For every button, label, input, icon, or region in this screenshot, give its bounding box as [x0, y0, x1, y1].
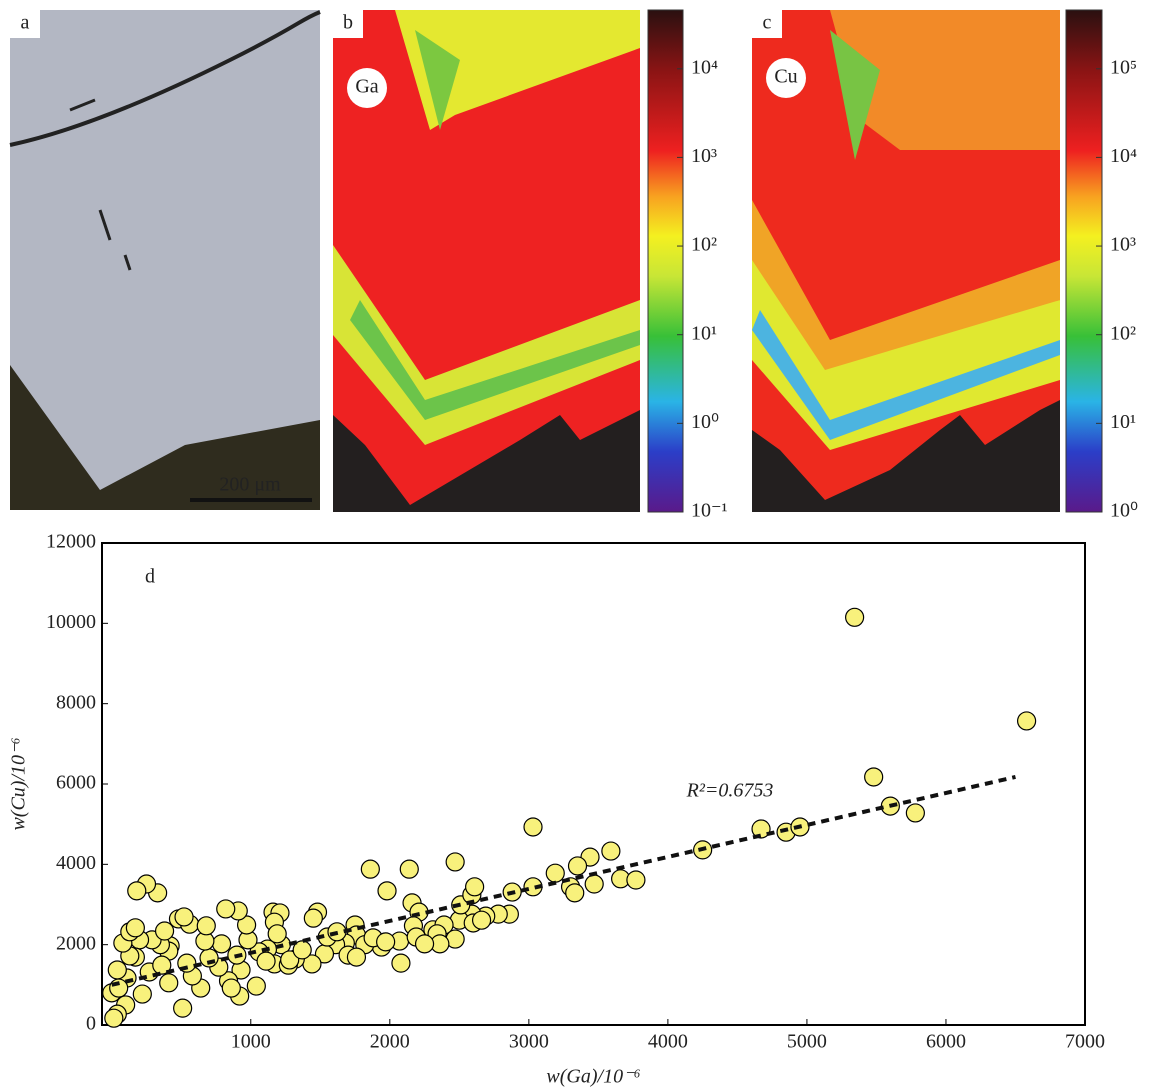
data-point: [127, 881, 147, 901]
data-point: [152, 955, 172, 975]
panel-label: c: [763, 12, 772, 34]
data-point: [107, 960, 127, 980]
x-axis-label: w(Ga)/10⁻⁶: [546, 1066, 640, 1088]
x-tick-label: 5000: [787, 1031, 827, 1053]
x-tick-label: 4000: [648, 1031, 688, 1053]
panel-label: b: [343, 12, 353, 34]
map-panel: b Ga: [333, 9, 684, 513]
colorbar-tick-label: 10¹: [1110, 411, 1136, 433]
colorbar-tick-label: 10⁴: [691, 56, 718, 78]
colorbar-tick-label: 10⁰: [691, 411, 719, 433]
scale-bar-label: 200 μm: [219, 474, 281, 496]
data-point: [377, 881, 397, 901]
data-point: [211, 934, 232, 954]
y-tick-label: 4000: [56, 852, 96, 874]
colorbar-tick-label: 10¹: [691, 322, 717, 344]
y-tick-label: 2000: [56, 932, 96, 954]
data-point: [221, 978, 241, 998]
data-point: [125, 918, 145, 938]
x-tick-label: 3000: [509, 1031, 549, 1053]
x-tick-label: 1000: [231, 1031, 271, 1053]
colorbar-tick-label: 10³: [1110, 234, 1136, 256]
data-point: [584, 874, 604, 894]
data-point: [465, 877, 485, 897]
photo-panel: a 200 μm: [9, 10, 321, 510]
colorbar-tick-label: 10⁵: [1110, 56, 1137, 78]
y-tick-label: 8000: [56, 691, 96, 713]
data-point: [280, 950, 300, 970]
data-point: [864, 767, 884, 787]
data-point: [445, 852, 465, 872]
y-tick-label: 6000: [56, 772, 96, 794]
colorbar-tick-label: 10³: [691, 145, 717, 167]
x-tick-label: 7000: [1065, 1031, 1105, 1053]
colorbar-tick-label: 10²: [1110, 322, 1136, 344]
trend-line: [111, 775, 1016, 987]
colorbar-tick-label: 10⁴: [1110, 145, 1137, 167]
element-label: Ga: [355, 76, 378, 98]
data-point: [104, 1008, 124, 1028]
data-point: [414, 934, 435, 954]
panel-label: d: [145, 566, 155, 588]
data-point: [303, 908, 323, 928]
data-point: [132, 984, 152, 1004]
colorbar-tick-label: 10²: [691, 234, 717, 256]
data-point: [267, 924, 287, 944]
data-point: [292, 940, 312, 960]
data-point: [471, 910, 492, 930]
data-point: [845, 607, 865, 627]
data-point: [159, 973, 179, 993]
data-point: [391, 953, 411, 973]
data-point: [1017, 711, 1037, 731]
data-point: [246, 976, 266, 996]
data-point: [399, 859, 419, 879]
x-tick-label: 2000: [370, 1031, 410, 1053]
data-point: [196, 916, 216, 936]
y-axis-label: w(Cu)/10⁻⁶: [8, 737, 30, 830]
panel-label: a: [21, 12, 30, 34]
y-tick-label: 10000: [46, 611, 96, 633]
data-point: [154, 921, 175, 941]
r-squared-annotation: R²=0.6753: [686, 780, 774, 802]
data-point: [216, 899, 236, 919]
data-point: [346, 947, 367, 967]
x-tick-label: 6000: [926, 1031, 966, 1053]
y-tick-label: 0: [86, 1013, 96, 1035]
data-point: [173, 998, 193, 1018]
data-point: [905, 803, 925, 823]
data-point: [567, 856, 588, 876]
y-tick-label: 12000: [46, 531, 96, 553]
data-point: [751, 819, 771, 839]
data-point: [256, 951, 276, 971]
data-point: [626, 870, 646, 890]
data-point: [376, 932, 396, 952]
data-point: [174, 907, 194, 927]
element-label: Cu: [774, 66, 797, 88]
data-point: [565, 883, 585, 903]
map-panel: c Cu: [752, 9, 1103, 513]
data-point: [523, 817, 543, 837]
data-point: [360, 859, 380, 879]
data-point: [236, 915, 257, 935]
data-point: [601, 841, 621, 861]
colorbar-tick-label: 10⁻¹: [691, 500, 728, 522]
colorbar-tick-label: 10⁰: [1110, 500, 1138, 522]
